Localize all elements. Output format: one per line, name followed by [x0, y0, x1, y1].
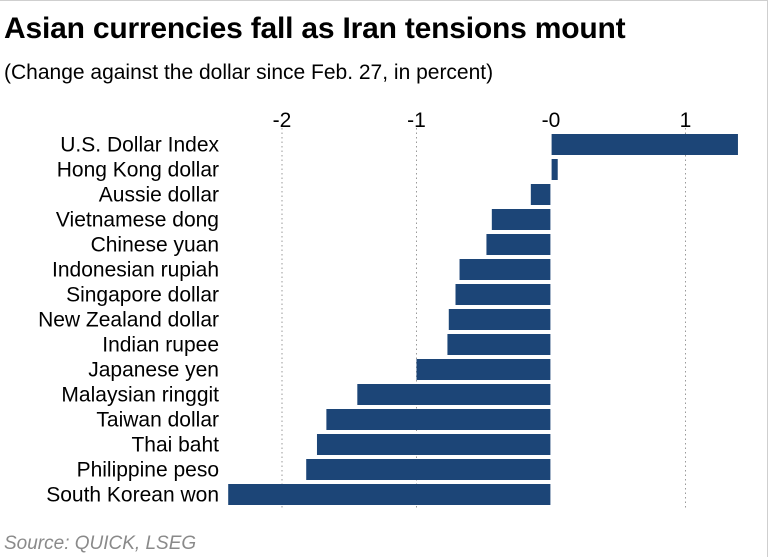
bar — [316, 434, 551, 455]
gridlines — [281, 128, 686, 508]
bar — [459, 259, 551, 280]
category-label: Indian rupee — [102, 334, 219, 357]
bars — [228, 132, 738, 508]
x-axis-ticks: -2 -1 -0 1 — [273, 109, 692, 132]
x-tick-label: -1 — [407, 109, 426, 132]
bar — [530, 184, 551, 205]
bar — [491, 209, 551, 230]
chart-title: Asian currencies fall as Iran tensions m… — [4, 12, 626, 45]
category-label: U.S. Dollar Index — [60, 134, 219, 157]
category-label: Singapore dollar — [66, 284, 219, 307]
bar — [551, 159, 558, 180]
bar — [447, 334, 551, 355]
bar — [326, 409, 551, 430]
category-label: Thai baht — [131, 434, 219, 457]
source-note: Source: QUICK, LSEG — [4, 533, 197, 554]
category-label: South Korean won — [46, 484, 219, 507]
category-label: Chinese yuan — [91, 234, 219, 257]
category-label: Taiwan dollar — [96, 409, 219, 432]
category-label: Aussie dollar — [99, 184, 219, 207]
category-label: Philippine peso — [77, 459, 219, 482]
category-label: New Zealand dollar — [38, 309, 219, 332]
bar — [228, 484, 551, 505]
x-tick-label: -2 — [273, 109, 292, 132]
x-tick-label: 1 — [680, 109, 692, 132]
bar — [486, 234, 551, 255]
bar — [551, 134, 738, 155]
category-label: Vietnamese dong — [56, 209, 219, 232]
category-label: Hong Kong dollar — [57, 159, 219, 182]
category-label: Japanese yen — [88, 359, 219, 382]
category-label: Malaysian ringgit — [61, 384, 219, 407]
category-label: Indonesian rupiah — [52, 259, 219, 282]
bar — [455, 284, 551, 305]
bar — [306, 459, 551, 480]
bar — [357, 384, 551, 405]
bar — [416, 359, 551, 380]
bar — [448, 309, 551, 330]
chart-subtitle: (Change against the dollar since Feb. 27… — [4, 61, 494, 84]
x-tick-label: -0 — [542, 109, 561, 132]
